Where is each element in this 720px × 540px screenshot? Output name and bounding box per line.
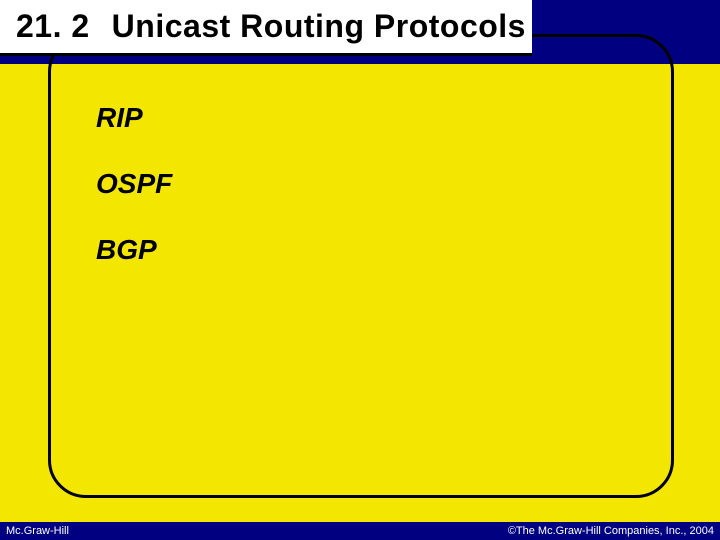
footer-copyright: ©The Mc.Graw-Hill Companies, Inc., 2004	[508, 525, 714, 537]
footer-bar: Mc.Graw-Hill ©The Mc.Graw-Hill Companies…	[0, 522, 720, 540]
slide-title: 21. 2 Unicast Routing Protocols	[16, 8, 526, 45]
footer-publisher: Mc.Graw-Hill	[6, 525, 69, 537]
section-number: 21. 2	[16, 8, 90, 44]
bullet-list: RIP OSPF BGP	[96, 102, 172, 300]
bullet-item: OSPF	[96, 168, 172, 200]
title-text: Unicast Routing Protocols	[112, 8, 526, 44]
bullet-item: BGP	[96, 234, 172, 266]
bullet-item: RIP	[96, 102, 172, 134]
header-title-panel: 21. 2 Unicast Routing Protocols	[0, 0, 532, 56]
